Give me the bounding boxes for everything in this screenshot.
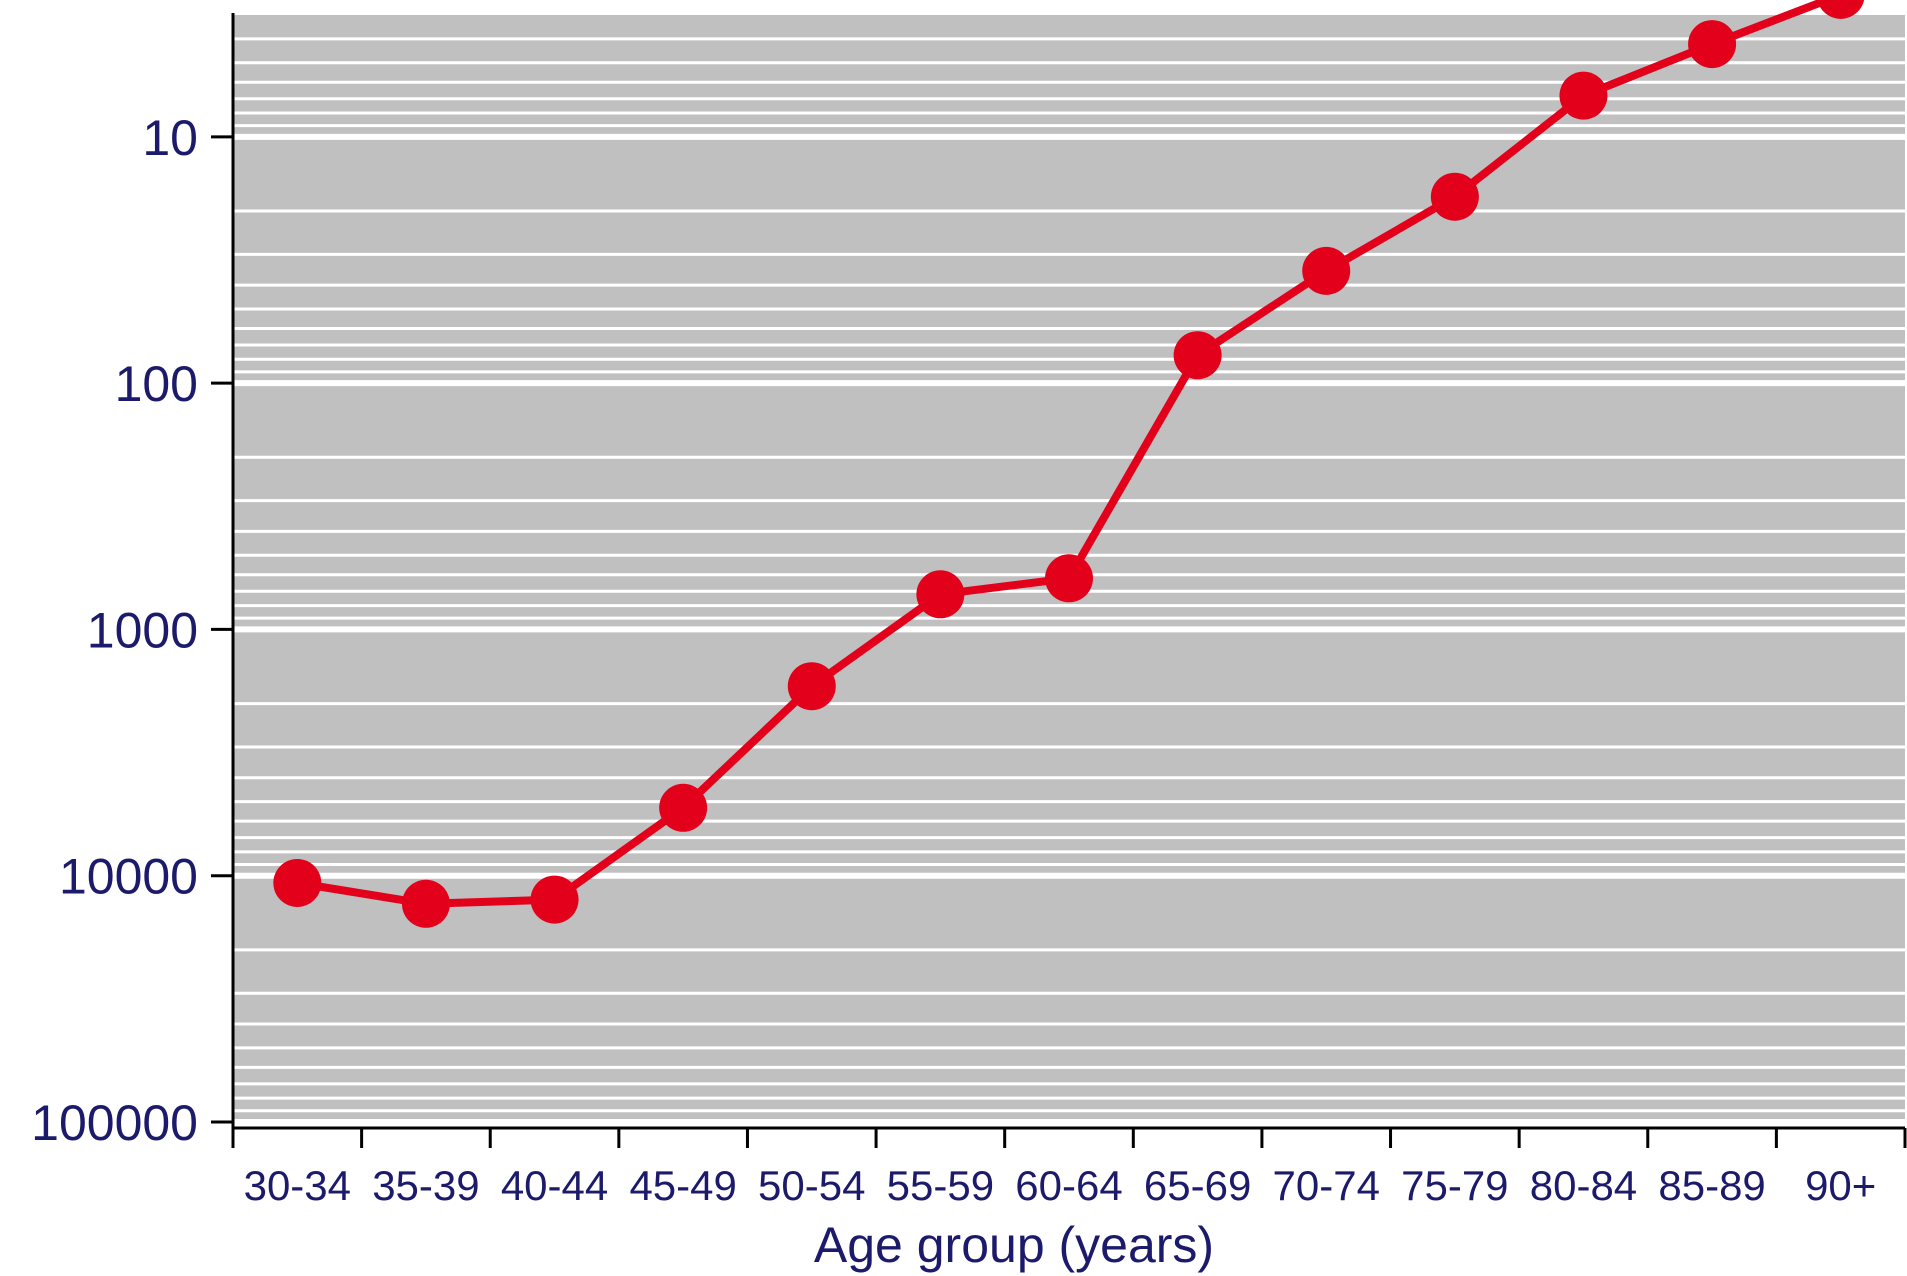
data-point	[1302, 246, 1351, 295]
x-tick-label: 35-39	[372, 1162, 479, 1209]
data-point	[1688, 20, 1737, 69]
data-point	[916, 570, 965, 619]
x-tick-label: 60-64	[1015, 1162, 1122, 1209]
x-tick-label: 90+	[1805, 1162, 1876, 1209]
x-tick-label: 80-84	[1530, 1162, 1637, 1209]
x-tick-label: 50-54	[758, 1162, 865, 1209]
data-point	[273, 858, 322, 907]
y-tick-label: 1000	[87, 602, 198, 658]
x-tick-label: 45-49	[629, 1162, 736, 1209]
y-tick-label: 10	[142, 110, 198, 166]
y-tick-label: 100000	[31, 1095, 198, 1151]
x-tick-label: 55-59	[887, 1162, 994, 1209]
x-tick-label: 65-69	[1144, 1162, 1251, 1209]
y-axis-ticks: 10 100 1000 10000 100000	[31, 110, 233, 1151]
data-points	[273, 0, 1865, 928]
data-point	[659, 783, 708, 832]
x-tick-label: 30-34	[244, 1162, 351, 1209]
data-point	[1173, 331, 1222, 380]
data-point	[401, 879, 450, 928]
data-point	[530, 875, 579, 924]
axes	[231, 13, 1905, 1130]
x-tick-label: 85-89	[1658, 1162, 1765, 1209]
data-point	[787, 662, 836, 711]
x-axis-title: Age group (years)	[814, 1217, 1214, 1273]
y-tick-label: 100	[115, 356, 198, 412]
data-point	[1430, 172, 1479, 221]
x-tick-label: 75-79	[1401, 1162, 1508, 1209]
data-point	[1045, 554, 1093, 603]
x-axis-ticks: 30-34 35-39 40-44 45-49 50-54 55-59 60-64 65-69…	[231, 1128, 1907, 1209]
data-point	[1559, 71, 1608, 120]
y-tick-label: 10000	[59, 849, 198, 905]
data-point	[1817, 0, 1865, 19]
x-tick-label: 40-44	[501, 1162, 608, 1209]
x-tick-label: 70-74	[1273, 1162, 1380, 1209]
